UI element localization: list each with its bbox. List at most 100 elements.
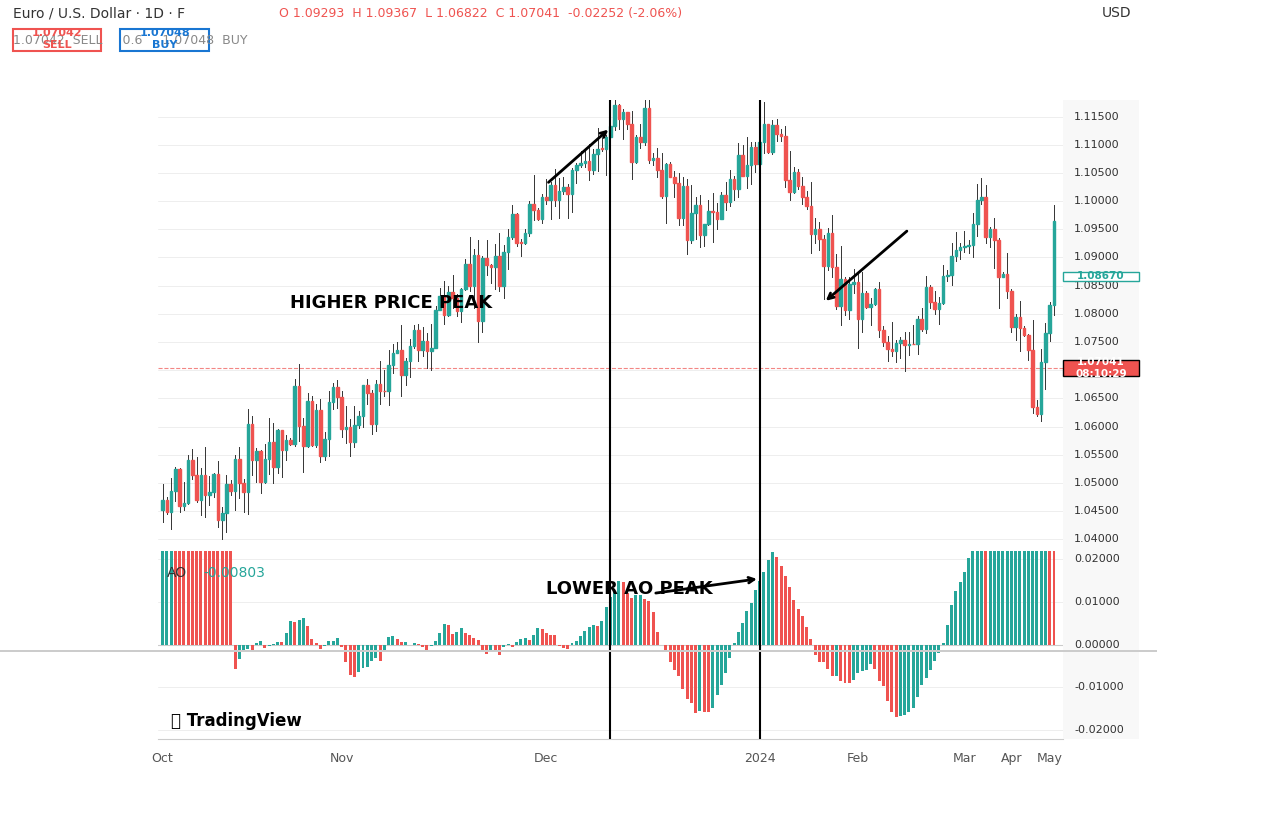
Bar bbox=[942, 276, 944, 303]
Text: -0.02000: -0.02000 bbox=[1074, 725, 1124, 735]
Bar bbox=[490, 266, 492, 267]
Bar bbox=[955, 591, 957, 645]
Bar bbox=[456, 632, 458, 645]
Bar bbox=[465, 265, 467, 289]
Bar bbox=[515, 642, 518, 645]
Bar bbox=[742, 155, 744, 176]
Bar bbox=[963, 572, 966, 645]
Bar bbox=[494, 645, 496, 652]
Bar bbox=[370, 393, 372, 423]
Bar bbox=[481, 645, 484, 651]
Bar bbox=[499, 256, 501, 286]
Bar bbox=[366, 385, 368, 393]
Bar bbox=[805, 627, 808, 645]
Bar bbox=[749, 147, 752, 165]
Bar bbox=[506, 643, 509, 645]
Bar bbox=[668, 645, 671, 662]
Bar bbox=[695, 205, 698, 212]
Bar bbox=[519, 639, 523, 645]
Bar bbox=[379, 645, 381, 661]
Bar bbox=[1001, 275, 1004, 276]
Bar bbox=[195, 475, 197, 500]
Bar bbox=[276, 430, 279, 467]
Bar bbox=[510, 645, 514, 647]
Bar bbox=[430, 349, 433, 351]
Bar bbox=[285, 440, 287, 450]
Text: 1.08500: 1.08500 bbox=[1074, 281, 1120, 290]
Bar bbox=[182, 0, 185, 645]
Bar bbox=[609, 598, 611, 645]
Bar bbox=[490, 645, 492, 652]
Bar bbox=[447, 292, 449, 315]
Bar bbox=[204, 0, 206, 645]
Bar bbox=[353, 645, 356, 677]
Bar bbox=[972, 224, 975, 245]
Bar bbox=[874, 645, 876, 669]
Bar bbox=[528, 640, 530, 645]
Bar bbox=[179, 0, 181, 645]
Bar bbox=[289, 621, 292, 645]
Bar bbox=[1044, 0, 1047, 645]
Bar bbox=[882, 645, 885, 686]
Bar bbox=[387, 364, 390, 391]
Bar bbox=[886, 645, 889, 701]
Bar bbox=[767, 560, 770, 645]
Bar bbox=[796, 608, 800, 645]
Bar bbox=[400, 642, 403, 645]
Bar bbox=[434, 310, 437, 349]
Text: Mar: Mar bbox=[952, 751, 976, 764]
Bar bbox=[827, 233, 829, 266]
Bar bbox=[477, 255, 480, 320]
Bar bbox=[553, 636, 557, 645]
Bar bbox=[571, 643, 573, 645]
Bar bbox=[370, 645, 373, 661]
Bar bbox=[843, 645, 847, 683]
Bar bbox=[1010, 0, 1013, 645]
Text: 0.01000: 0.01000 bbox=[1074, 597, 1119, 607]
Bar bbox=[357, 645, 361, 671]
Bar bbox=[870, 304, 872, 306]
Bar bbox=[843, 279, 846, 310]
Bar bbox=[780, 134, 782, 135]
Bar bbox=[301, 618, 305, 645]
Text: 1.08000: 1.08000 bbox=[1074, 309, 1120, 319]
Bar bbox=[711, 645, 714, 708]
Bar bbox=[976, 530, 979, 645]
Bar bbox=[233, 645, 237, 668]
Bar bbox=[1027, 334, 1029, 350]
Bar bbox=[362, 645, 365, 668]
Bar bbox=[451, 292, 453, 298]
Bar bbox=[985, 198, 987, 237]
Bar bbox=[801, 186, 804, 198]
Bar bbox=[396, 349, 399, 353]
Bar bbox=[213, 474, 215, 492]
Text: 1.05500: 1.05500 bbox=[1074, 450, 1119, 460]
Bar bbox=[328, 402, 330, 439]
Text: 1.11500: 1.11500 bbox=[1074, 111, 1119, 121]
Bar bbox=[341, 645, 343, 647]
Bar bbox=[591, 624, 595, 645]
Bar bbox=[161, 500, 163, 510]
Bar bbox=[609, 126, 611, 137]
Bar bbox=[276, 642, 280, 645]
Bar bbox=[737, 155, 739, 189]
Bar bbox=[314, 643, 318, 645]
Bar bbox=[776, 124, 779, 134]
Bar bbox=[775, 557, 779, 645]
Bar bbox=[575, 642, 577, 645]
Bar bbox=[967, 558, 970, 645]
Bar bbox=[1032, 0, 1034, 645]
Bar bbox=[187, 460, 190, 503]
Bar bbox=[818, 645, 820, 662]
Bar bbox=[625, 593, 629, 645]
Bar bbox=[839, 279, 842, 305]
Bar bbox=[294, 622, 296, 645]
Bar bbox=[1036, 407, 1038, 414]
Bar bbox=[809, 639, 813, 645]
Bar bbox=[836, 267, 838, 305]
Bar bbox=[332, 387, 334, 402]
Bar bbox=[506, 237, 509, 251]
Bar bbox=[665, 164, 667, 196]
Bar bbox=[728, 178, 730, 202]
Bar bbox=[917, 645, 919, 696]
